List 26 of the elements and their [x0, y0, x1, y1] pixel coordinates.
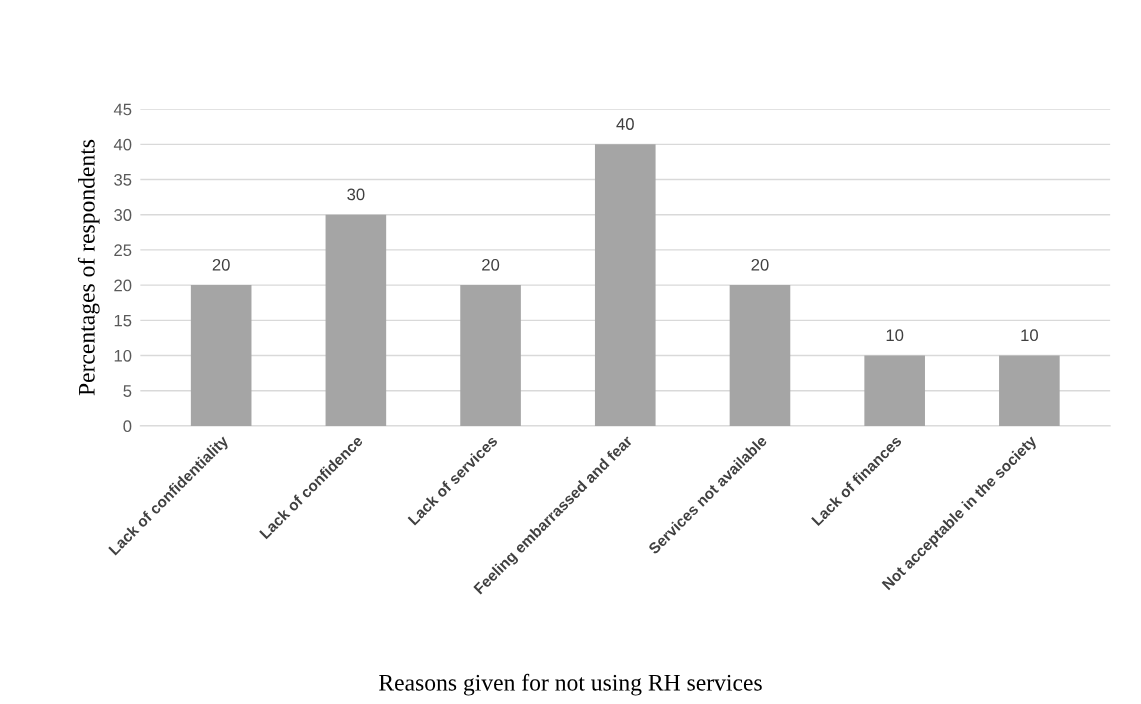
y-tick-label: 25	[114, 244, 132, 257]
bar	[190, 285, 252, 426]
y-tick-label: 20	[114, 279, 132, 292]
bar	[325, 214, 387, 426]
data-label: 20	[751, 258, 769, 271]
y-tick-label: 30	[114, 209, 132, 221]
y-tick-label: 10	[114, 349, 132, 362]
bar	[999, 355, 1060, 426]
bar	[729, 285, 791, 426]
data-label: 10	[886, 329, 904, 342]
y-tick-label: 15	[114, 314, 132, 327]
data-label: 20	[212, 258, 230, 271]
data-label: 30	[347, 188, 365, 201]
bar	[864, 355, 925, 426]
data-label: 10	[1021, 329, 1038, 342]
y-tick-label: 45	[113, 103, 132, 116]
y-tick-label: 40	[113, 138, 132, 151]
y-axis-title: Percentages of respondents	[77, 139, 100, 396]
bar	[460, 285, 521, 426]
y-tick-label: 35	[114, 173, 132, 186]
data-label: 20	[482, 258, 500, 271]
data-label: 40	[616, 118, 634, 130]
x-axis-title: Reasons given for not using RH services	[379, 673, 762, 696]
bar	[594, 144, 656, 426]
y-tick-label: 0	[123, 420, 132, 433]
y-tick-label: 5	[123, 385, 132, 397]
